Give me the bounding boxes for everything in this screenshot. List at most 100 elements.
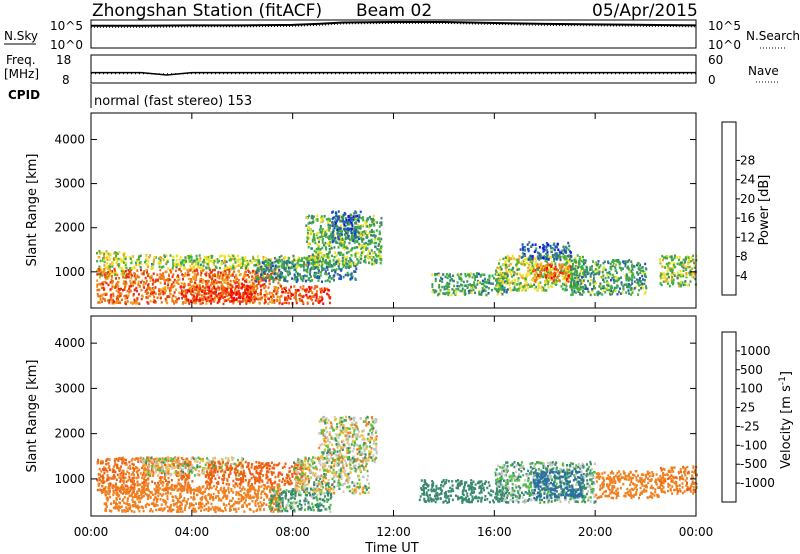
heatmap-cell [230,291,233,294]
heatmap-cell [182,263,185,267]
heatmap-cell [565,288,568,292]
heatmap-cell [521,288,524,291]
heatmap-cell [321,228,324,231]
heatmap-cell [232,267,235,270]
heatmap-cell [625,278,628,282]
heatmap-cell [173,284,176,287]
heatmap-cell [193,281,196,284]
heatmap-cell [336,228,339,231]
heatmap-cell [345,257,348,261]
heatmap-cell [229,279,232,283]
heatmap-cell [611,290,614,294]
heatmap-cell [674,254,676,257]
heatmap-cell [124,463,127,466]
heatmap-cell [126,489,129,493]
heatmap-cell [313,273,316,276]
heatmap-cell [111,282,114,285]
heatmap-cell [227,286,230,290]
heatmap-cell [353,229,356,232]
heatmap-cell [551,246,554,250]
heatmap-cell [107,283,110,287]
heatmap-cell [132,463,135,466]
heatmap-cell [315,290,318,293]
heatmap-cell [110,287,113,290]
heatmap-cell [667,276,670,279]
heatmap-cell [136,259,139,263]
heatmap-cell [292,264,295,267]
heatmap-cell [246,285,249,288]
heatmap-cell [637,293,640,296]
heatmap-cell [259,276,262,280]
heatmap-cell [366,217,369,221]
heatmap-cell [293,257,295,260]
heatmap-cell [678,284,681,288]
heatmap-cell [153,291,156,294]
heatmap-cell [224,289,227,292]
heatmap-cell [445,287,448,291]
heatmap-cell [341,238,344,241]
heatmap-cell [439,279,442,282]
heatmap-cell [252,257,255,260]
heatmap-cell [333,226,336,230]
heatmap-cell [297,259,300,262]
heatmap-cell [342,259,345,262]
heatmap-cell [153,255,156,259]
heatmap-cell [682,266,685,269]
heatmap-cell [596,271,599,275]
heatmap-cell [604,291,607,294]
heatmap-cell [358,214,361,217]
heatmap-cell [102,480,105,483]
heatmap-cell [665,277,668,281]
heatmap-cell [604,268,607,272]
heatmap-cell [585,287,587,290]
heatmap-cell [534,260,537,263]
heatmap-cell [166,278,169,281]
heatmap-cell [220,287,223,291]
heatmap-cell [258,260,261,264]
heatmap-cell [115,261,118,264]
heatmap-cell [334,240,337,243]
heatmap-cell [693,261,695,265]
heatmap-cell [448,285,451,289]
heatmap-cell [296,275,298,279]
heatmap-cell [528,264,531,267]
heatmap-cell [197,286,200,289]
heatmap-cell [285,301,288,305]
heatmap-cell [446,283,449,287]
heatmap-cell [468,275,471,278]
heatmap-cell [127,486,130,490]
heatmap-cell [234,282,237,285]
heatmap-cell [302,301,305,304]
heatmap-cell [577,290,580,293]
heatmap-cell [168,480,171,484]
heatmap-cell [307,278,310,281]
heatmap-cell [591,289,594,293]
heatmap-cell [333,216,336,219]
heatmap-cell [117,467,120,471]
heatmap-cell [172,285,175,288]
heatmap-cell [208,273,211,276]
heatmap-cell [527,247,530,251]
heatmap-cell [238,300,241,303]
heatmap-cell [343,263,346,267]
heatmap-cell [608,288,611,292]
heatmap-cell [368,242,371,246]
heatmap-cell [335,224,338,227]
heatmap-cell [216,258,219,261]
heatmap-cell [495,271,498,274]
heatmap-cell [611,276,614,280]
heatmap-cell [257,280,259,283]
heatmap-cell [223,267,226,270]
heatmap-cell [125,294,128,298]
heatmap-cell [226,268,228,271]
heatmap-cell [581,276,583,279]
heatmap-cell [238,284,241,288]
heatmap-cell [313,256,316,260]
heatmap-cell [164,286,167,289]
heatmap-cell [107,475,109,479]
heatmap-cell [372,256,375,259]
heatmap-cell [342,265,345,269]
heatmap-cell [485,285,488,289]
heatmap-cell [128,267,131,270]
